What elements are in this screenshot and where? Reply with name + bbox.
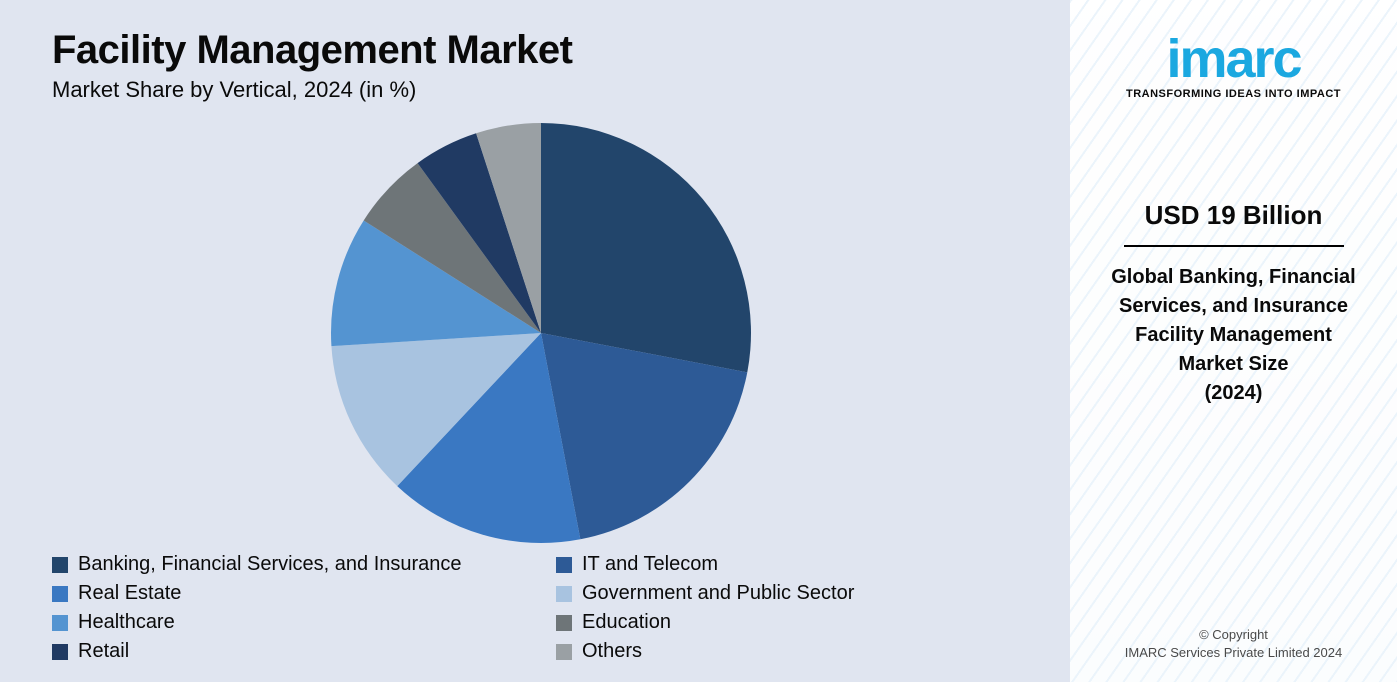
legend-item: IT and Telecom: [556, 553, 1030, 576]
legend-label: Government and Public Sector: [582, 582, 854, 605]
sidebar-panel: imarc TRANSFORMING IDEAS INTO IMPACT USD…: [1070, 0, 1397, 682]
pie-slice: [541, 123, 751, 372]
chart-legend: Banking, Financial Services, and Insuran…: [52, 553, 1030, 669]
legend-swatch: [556, 557, 572, 573]
legend-item: Real Estate: [52, 582, 526, 605]
legend-item: Banking, Financial Services, and Insuran…: [52, 553, 526, 576]
legend-item: Healthcare: [52, 611, 526, 634]
logo-text: imarc: [1126, 32, 1341, 86]
legend-label: Banking, Financial Services, and Insuran…: [78, 553, 462, 576]
legend-swatch: [556, 615, 572, 631]
stat-desc-text: Global Banking, Financial Services, and …: [1111, 266, 1355, 375]
legend-item: Others: [556, 640, 1030, 663]
legend-swatch: [52, 615, 68, 631]
legend-swatch: [556, 586, 572, 602]
legend-item: Education: [556, 611, 1030, 634]
legend-swatch: [52, 586, 68, 602]
pie-chart: [291, 113, 791, 553]
chart-panel: Facility Management Market Market Share …: [0, 0, 1070, 682]
legend-swatch: [52, 644, 68, 660]
pie-chart-container: [52, 113, 1030, 553]
legend-label: IT and Telecom: [582, 553, 718, 576]
legend-item: Retail: [52, 640, 526, 663]
legend-label: Retail: [78, 640, 129, 663]
copyright-notice: © Copyright IMARC Services Private Limit…: [1125, 626, 1342, 662]
copyright-line2: IMARC Services Private Limited 2024: [1125, 645, 1342, 660]
stat-year: (2024): [1205, 382, 1263, 404]
stat-block: USD 19 Billion Global Banking, Financial…: [1094, 200, 1373, 408]
copyright-line1: © Copyright: [1199, 627, 1268, 642]
stat-value: USD 19 Billion: [1094, 200, 1373, 231]
legend-label: Healthcare: [78, 611, 175, 634]
stat-description: Global Banking, Financial Services, and …: [1094, 263, 1373, 408]
legend-label: Education: [582, 611, 671, 634]
legend-swatch: [556, 644, 572, 660]
logo-tagline: TRANSFORMING IDEAS INTO IMPACT: [1126, 88, 1341, 100]
chart-subtitle: Market Share by Vertical, 2024 (in %): [52, 77, 1030, 103]
chart-title: Facility Management Market: [52, 28, 1030, 73]
legend-item: Government and Public Sector: [556, 582, 1030, 605]
sidebar-content: imarc TRANSFORMING IDEAS INTO IMPACT USD…: [1094, 32, 1373, 662]
brand-logo: imarc TRANSFORMING IDEAS INTO IMPACT: [1126, 32, 1341, 100]
legend-label: Others: [582, 640, 642, 663]
legend-label: Real Estate: [78, 582, 181, 605]
stat-divider: [1124, 245, 1344, 247]
legend-swatch: [52, 557, 68, 573]
